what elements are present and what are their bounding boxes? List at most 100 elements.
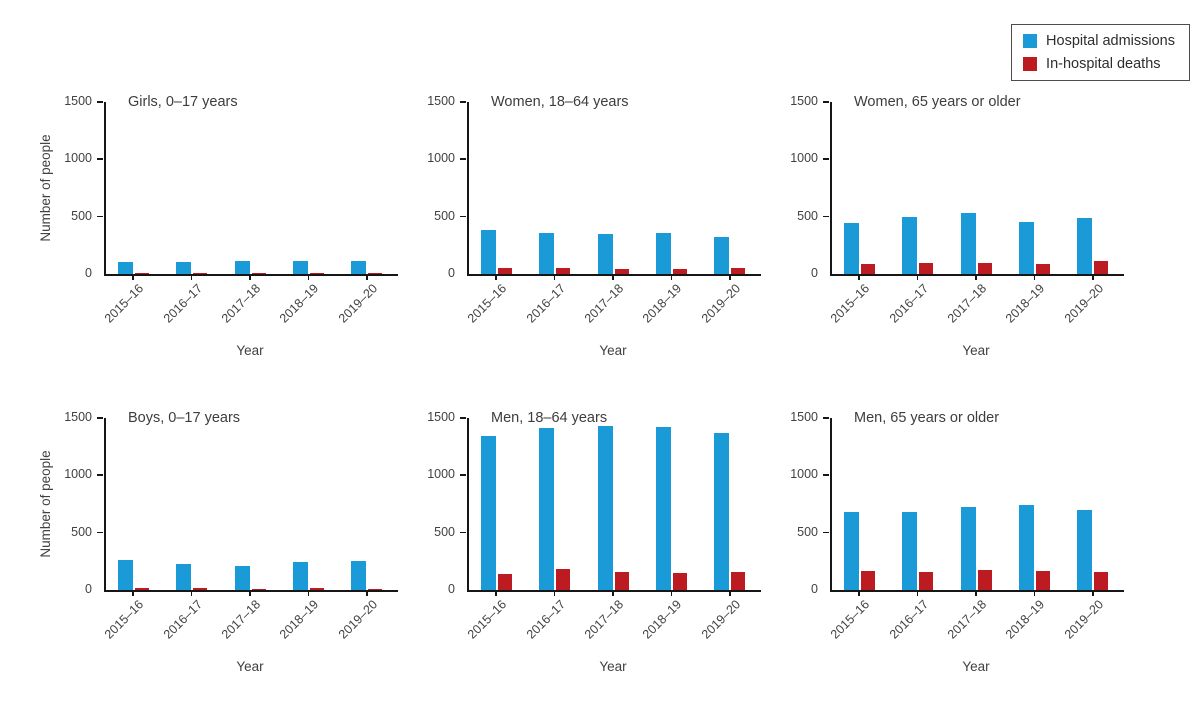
y-tick-mark bbox=[460, 158, 466, 160]
y-tick-label: 1000 bbox=[427, 151, 455, 166]
admissions-bar bbox=[655, 233, 671, 274]
y-tick-label: 500 bbox=[434, 208, 455, 223]
y-tick-label: 1000 bbox=[790, 151, 818, 166]
deaths-bar bbox=[919, 571, 934, 590]
plot-area-women-18-64 bbox=[467, 102, 761, 276]
admissions-bar bbox=[480, 436, 496, 590]
y-tick-label: 0 bbox=[448, 582, 455, 596]
chart-row-top: Number of people Girls, 0–17 years 0 500 100… bbox=[38, 88, 1124, 388]
admissions-bar bbox=[539, 232, 555, 274]
y-tick-mark bbox=[460, 215, 466, 218]
x-tick-label: 2018–19 bbox=[277, 597, 322, 642]
admissions-bar bbox=[902, 217, 918, 274]
admissions-bar bbox=[902, 512, 918, 590]
x-tick-mark bbox=[495, 276, 497, 280]
panel-title: Men, 18–64 years bbox=[491, 410, 608, 426]
deaths-bar bbox=[134, 272, 149, 274]
deaths-bar bbox=[556, 569, 571, 590]
admissions-bar bbox=[960, 213, 976, 274]
panel-title: Women, 65 years or older bbox=[854, 94, 1021, 110]
legend-item-admissions: Hospital admissions bbox=[1023, 34, 1175, 49]
x-tick-label: 2019–20 bbox=[335, 597, 380, 642]
x-tick-label: 2019–20 bbox=[698, 281, 743, 326]
admissions-bar bbox=[843, 222, 859, 274]
deaths-bar bbox=[919, 263, 934, 274]
x-tick-mark bbox=[729, 592, 731, 596]
panel-men-18-64: Men, 18–64 years 0 500 1000 1500 2015–16 2016–… bbox=[403, 404, 761, 704]
y-tick-label: 1500 bbox=[790, 94, 818, 108]
x-tick-label: 2019–20 bbox=[698, 597, 743, 642]
admissions-bar bbox=[176, 261, 192, 274]
x-tick-label: 2018–19 bbox=[277, 281, 322, 326]
y-axis-label: Number of people bbox=[38, 134, 53, 242]
x-tick-mark bbox=[858, 276, 860, 280]
admissions-bar bbox=[714, 432, 730, 590]
x-tick-label: 2018–19 bbox=[640, 281, 685, 326]
admissions-bar bbox=[714, 237, 730, 274]
y-tick-label: 1000 bbox=[427, 467, 455, 482]
admissions-bar bbox=[655, 427, 671, 590]
x-tick-label: 2016–17 bbox=[160, 281, 205, 326]
x-tick-label: 2017–18 bbox=[581, 597, 627, 642]
x-axis-title: Year bbox=[599, 343, 627, 358]
admissions-bar bbox=[1077, 217, 1093, 274]
x-tick-mark bbox=[495, 592, 497, 596]
y-tick-label: 1500 bbox=[427, 94, 455, 108]
deaths-bar bbox=[731, 571, 746, 590]
x-tick-label: 2015–16 bbox=[828, 597, 873, 642]
x-axis-title: Year bbox=[236, 659, 264, 674]
panel-title: Women, 18–64 years bbox=[491, 94, 629, 110]
deaths-bar bbox=[860, 570, 875, 590]
y-tick-mark bbox=[823, 531, 829, 534]
x-tick-mark bbox=[612, 592, 614, 596]
x-tick-mark bbox=[307, 592, 310, 596]
x-tick-label: 2018–19 bbox=[1003, 281, 1048, 326]
admissions-bar bbox=[117, 559, 133, 590]
admissions-bar bbox=[176, 563, 192, 590]
y-tick-mark bbox=[97, 474, 103, 476]
y-tick-mark bbox=[460, 101, 466, 103]
deaths-bar bbox=[134, 587, 149, 590]
plot-area-men-18-64 bbox=[467, 418, 761, 592]
x-tick-label: 2016–17 bbox=[160, 597, 205, 642]
x-tick-label: 2016–17 bbox=[523, 281, 568, 326]
y-tick-label: 500 bbox=[71, 208, 92, 223]
panel-girls-0-17: Number of people Girls, 0–17 years 0 500 100… bbox=[38, 88, 398, 388]
x-tick-label: 2017–18 bbox=[581, 281, 627, 326]
y-tick-label: 500 bbox=[71, 524, 92, 539]
y-tick-label: 1500 bbox=[64, 410, 92, 424]
x-tick-label: 2015–16 bbox=[102, 281, 147, 326]
admissions-bar bbox=[117, 261, 133, 274]
deaths-bar bbox=[977, 262, 992, 274]
x-tick-mark bbox=[916, 592, 919, 596]
y-tick-label: 1500 bbox=[790, 410, 818, 424]
y-tick-label: 500 bbox=[797, 208, 818, 223]
deaths-bar bbox=[731, 267, 746, 274]
admissions-bar bbox=[351, 561, 367, 590]
deaths-bar bbox=[309, 272, 324, 274]
x-tick-label: 2015–16 bbox=[465, 597, 510, 642]
admissions-swatch-icon bbox=[1023, 34, 1038, 49]
x-tick-mark bbox=[1033, 276, 1036, 280]
x-tick-mark bbox=[553, 592, 556, 596]
x-tick-mark bbox=[916, 276, 919, 280]
y-tick-label: 1500 bbox=[64, 94, 92, 108]
y-tick-mark bbox=[823, 158, 829, 160]
admissions-bar bbox=[843, 512, 859, 590]
panel-title: Girls, 0–17 years bbox=[128, 94, 238, 110]
x-axis-title: Year bbox=[962, 659, 990, 674]
plot-area-girls-0-17 bbox=[104, 102, 398, 276]
y-tick-mark bbox=[97, 417, 103, 419]
x-tick-mark bbox=[670, 592, 673, 596]
panel-title: Men, 65 years or older bbox=[854, 410, 1000, 426]
y-tick-label: 1000 bbox=[790, 467, 818, 482]
deaths-bar bbox=[497, 267, 512, 274]
deaths-bar bbox=[193, 272, 208, 274]
x-tick-mark bbox=[1033, 592, 1036, 596]
x-tick-label: 2016–17 bbox=[523, 597, 568, 642]
admissions-bar bbox=[292, 562, 308, 590]
deaths-bar bbox=[368, 588, 383, 590]
x-tick-label: 2018–19 bbox=[640, 597, 685, 642]
deaths-bar bbox=[614, 268, 629, 274]
